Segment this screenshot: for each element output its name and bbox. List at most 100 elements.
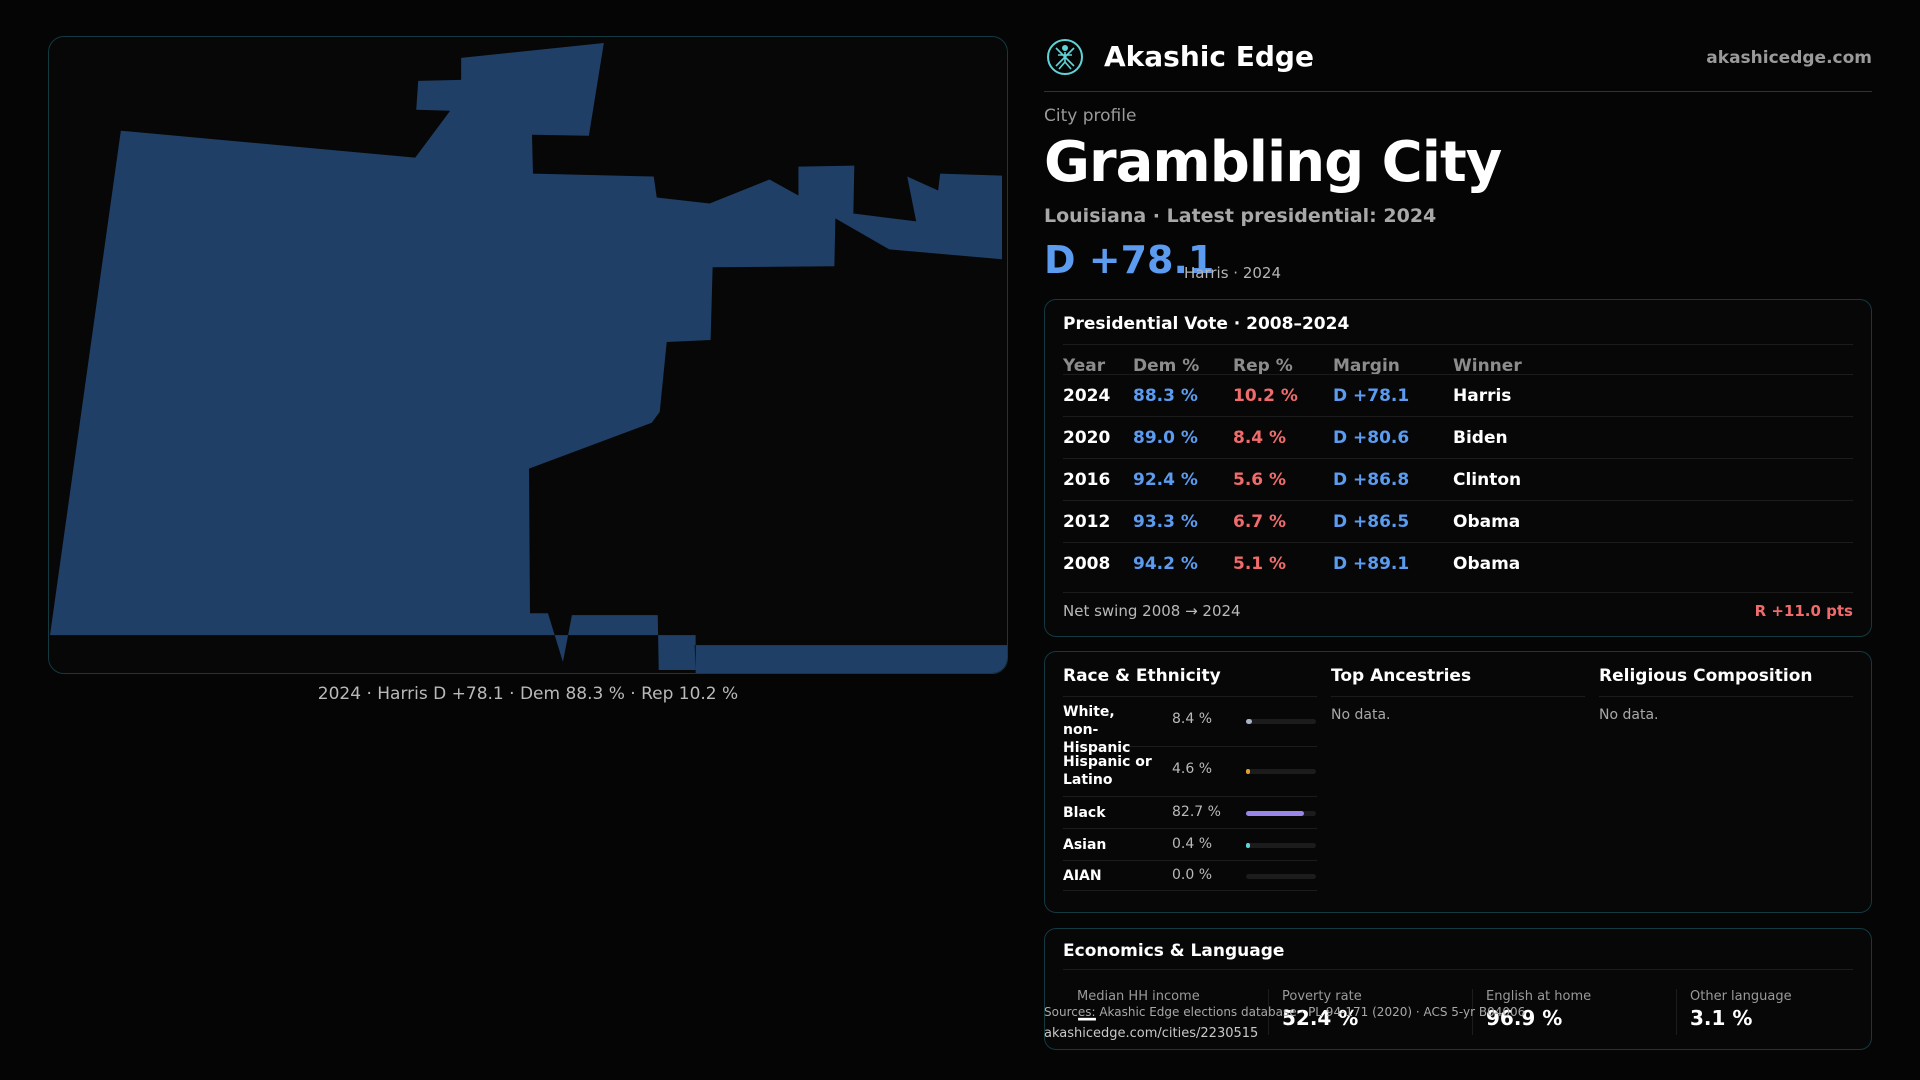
row-year: 2012: [1063, 512, 1111, 532]
brand-url-link[interactable]: akashicedge.com: [1706, 48, 1872, 68]
econ-label: Other language: [1690, 989, 1792, 1004]
econ-value: —: [1077, 1006, 1097, 1030]
row-margin: D +89.1: [1333, 554, 1410, 574]
vote-table: Year Dem % Rep % Margin Winner 2024 88.3…: [1063, 344, 1853, 584]
row-margin: D +80.6: [1333, 428, 1410, 448]
race-value: 4.6 %: [1172, 761, 1213, 777]
sources-note: Sources: Akashic Edge elections database…: [1044, 1005, 1526, 1019]
race-row-black: Black 82.7 %: [1063, 797, 1317, 829]
race-row-hispanic: Hispanic or Latino 4.6 %: [1063, 747, 1317, 797]
econ-value: 52.4 %: [1282, 1006, 1359, 1030]
race-row-asian: Asian 0.4 %: [1063, 829, 1317, 861]
religion-empty: No data.: [1599, 707, 1659, 723]
net-swing: Net swing 2008 → 2024 R +11.0 pts: [1063, 592, 1853, 628]
row-dem: 89.0 %: [1133, 428, 1198, 448]
row-dem: 94.2 %: [1133, 554, 1198, 574]
row-year: 2020: [1063, 428, 1111, 448]
race-bar-track: [1246, 843, 1316, 848]
religion-section: Religious Composition No data.: [1599, 666, 1853, 723]
row-winner: Obama: [1453, 512, 1521, 532]
race-name: White, non-Hispanic: [1063, 704, 1131, 756]
race-row-aian: AIAN 0.0 %: [1063, 861, 1317, 891]
econ-value: 3.1 %: [1690, 1006, 1753, 1030]
page-title: Grambling City: [1044, 130, 1502, 195]
race-bar-track: [1246, 811, 1316, 816]
brand-name: Akashic Edge: [1104, 40, 1314, 73]
race-name: AIAN: [1063, 868, 1102, 884]
headline-note: Harris · 2024: [1184, 264, 1282, 282]
race-row-white: White, non-Hispanic 8.4 %: [1063, 697, 1317, 756]
ancestry-empty: No data.: [1331, 707, 1391, 723]
demographics-card: Race & Ethnicity White, non-Hispanic 8.4…: [1044, 651, 1872, 913]
presidential-vote-card: Presidential Vote · 2008–2024 Year Dem %…: [1044, 299, 1872, 637]
net-swing-label: Net swing 2008 → 2024: [1063, 602, 1241, 620]
compass-person-icon[interactable]: [1046, 38, 1084, 76]
page-subtitle: Louisiana · Latest presidential: 2024: [1044, 205, 1437, 227]
table-row: 2024 88.3 % 10.2 % D +78.1 Harris: [1063, 374, 1853, 416]
row-winner: Biden: [1453, 428, 1508, 448]
race-name: Black: [1063, 805, 1106, 821]
race-value: 0.4 %: [1172, 836, 1213, 852]
city-boundary-map: [49, 42, 1007, 673]
net-swing-value: R +11.0 pts: [1754, 602, 1853, 620]
row-margin: D +86.8: [1333, 470, 1410, 490]
header-rep: Rep %: [1233, 356, 1293, 376]
religion-title: Religious Composition: [1599, 666, 1853, 697]
econ-english-at-home: English at home 96.9 %: [1486, 989, 1591, 1030]
race-bar-fill: [1246, 769, 1250, 774]
page-eyebrow: City profile: [1044, 106, 1137, 126]
table-row: 2008 94.2 % 5.1 % D +89.1 Obama: [1063, 542, 1853, 584]
econ-other-language: Other language 3.1 %: [1690, 989, 1792, 1030]
row-rep: 6.7 %: [1233, 512, 1287, 532]
econ-label: Poverty rate: [1282, 989, 1362, 1004]
econ-label: English at home: [1486, 989, 1592, 1004]
row-margin: D +78.1: [1333, 386, 1410, 406]
row-winner: Obama: [1453, 554, 1521, 574]
row-year: 2024: [1063, 386, 1111, 406]
vote-card-title: Presidential Vote · 2008–2024: [1063, 314, 1350, 334]
econ-separator: [1472, 989, 1473, 1035]
econ-median-income: Median HH income —: [1077, 989, 1200, 1030]
race-bar-fill: [1246, 719, 1252, 724]
row-rep: 8.4 %: [1233, 428, 1287, 448]
table-row: 2020 89.0 % 8.4 % D +80.6 Biden: [1063, 416, 1853, 458]
row-rep: 5.6 %: [1233, 470, 1287, 490]
econ-separator: [1268, 989, 1269, 1035]
race-name: Asian: [1063, 837, 1107, 853]
row-year: 2016: [1063, 470, 1111, 490]
row-winner: Harris: [1453, 386, 1512, 406]
header-year: Year: [1063, 356, 1106, 376]
econ-separator: [1676, 989, 1677, 1035]
row-year: 2008: [1063, 554, 1111, 574]
map-caption: 2024 · Harris D +78.1 · Dem 88.3 % · Rep…: [317, 684, 739, 704]
race-bar-track: [1246, 874, 1316, 879]
race-value: 8.4 %: [1172, 711, 1213, 727]
page-url-link[interactable]: akashicedge.com/cities/2230515: [1044, 1026, 1259, 1041]
econ-value: 96.9 %: [1486, 1006, 1563, 1030]
header-dem: Dem %: [1133, 356, 1200, 376]
econ-label: Median HH income: [1077, 989, 1200, 1004]
city-map[interactable]: [48, 36, 1008, 674]
brand-bar: Akashic Edge akashicedge.com: [1044, 36, 1872, 92]
row-winner: Clinton: [1453, 470, 1522, 490]
vote-table-header: Year Dem % Rep % Margin Winner: [1063, 344, 1853, 376]
race-bar-track: [1246, 769, 1316, 774]
header-winner: Winner: [1453, 356, 1522, 376]
race-bar-track: [1246, 719, 1316, 724]
econ-poverty-rate: Poverty rate 52.4 %: [1282, 989, 1362, 1030]
ancestry-title: Top Ancestries: [1331, 666, 1585, 697]
ancestry-section: Top Ancestries No data.: [1331, 666, 1585, 723]
table-row: 2016 92.4 % 5.6 % D +86.8 Clinton: [1063, 458, 1853, 500]
headline-margin: D +78.1: [1044, 238, 1215, 282]
header-margin: Margin: [1333, 356, 1400, 376]
row-dem: 92.4 %: [1133, 470, 1198, 490]
row-margin: D +86.5: [1333, 512, 1410, 532]
economics-title: Economics & Language: [1063, 941, 1285, 961]
race-value: 82.7 %: [1172, 804, 1221, 820]
race-bar-fill: [1246, 811, 1304, 816]
row-dem: 88.3 %: [1133, 386, 1198, 406]
race-title: Race & Ethnicity: [1063, 666, 1317, 697]
row-dem: 93.3 %: [1133, 512, 1198, 532]
race-value: 0.0 %: [1172, 867, 1213, 883]
race-name: Hispanic or Latino: [1063, 754, 1152, 788]
